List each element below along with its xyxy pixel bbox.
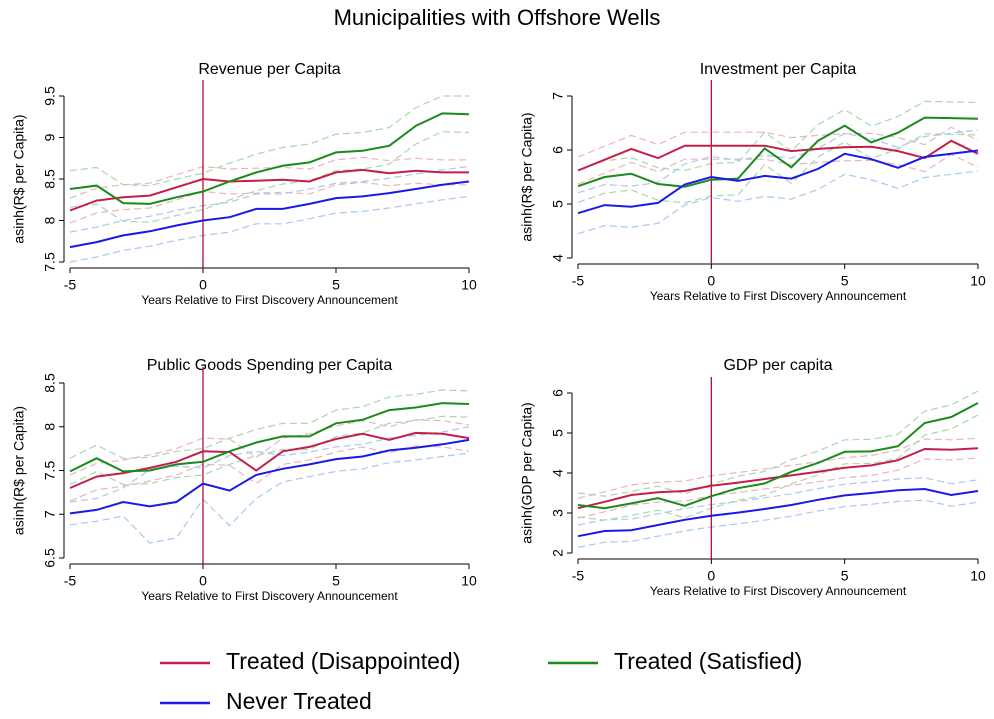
- ci-line: [577, 390, 979, 497]
- y-axis-label: asinh(R$ per Capita): [519, 112, 535, 241]
- ci-line: [69, 389, 470, 459]
- x-axis-label: Years Relative to First Discovery Announ…: [650, 584, 907, 598]
- ci-line: [577, 170, 979, 235]
- y-tick-label: 7: [550, 92, 566, 100]
- ci-line: [577, 153, 979, 185]
- y-tick-label: 7.5: [42, 252, 58, 272]
- ci-line: [577, 437, 979, 499]
- x-tick-label: 5: [332, 573, 340, 589]
- y-tick-label: 6: [550, 146, 566, 154]
- y-tick-label: 8.5: [42, 373, 58, 393]
- ci-line: [577, 126, 979, 158]
- x-tick-label: 10: [461, 277, 477, 293]
- series-line: [69, 112, 470, 205]
- x-tick-label: 10: [461, 573, 477, 589]
- x-tick-label: -5: [64, 573, 77, 589]
- x-tick-label: 0: [707, 273, 715, 289]
- x-tick-label: 5: [332, 277, 340, 293]
- y-tick-label: 7.5: [42, 461, 58, 481]
- series-line: [577, 116, 979, 188]
- ci-line: [577, 414, 979, 521]
- y-tick-label: 5: [550, 200, 566, 208]
- ci-line: [577, 477, 979, 526]
- ci-line: [577, 457, 979, 519]
- ci-line: [69, 419, 470, 476]
- x-tick-label: -5: [572, 568, 585, 584]
- y-tick-label: 9.5: [42, 86, 58, 106]
- y-tick-label: 9: [42, 133, 58, 141]
- figure-title: Municipalities with Offshore Wells: [334, 5, 661, 30]
- ci-line: [69, 415, 470, 486]
- legend-label: Treated (Disappointed): [226, 648, 460, 674]
- panel-title: Investment per Capita: [700, 61, 857, 78]
- series-line: [577, 149, 979, 215]
- ci-line: [69, 95, 469, 187]
- y-tick-label: 4: [550, 254, 566, 262]
- ci-line: [577, 133, 979, 204]
- ci-line: [69, 131, 470, 223]
- ci-line: [69, 445, 470, 502]
- x-tick-label: -5: [64, 277, 77, 293]
- series-line: [69, 402, 470, 473]
- x-tick-label: 0: [199, 277, 207, 293]
- ci-line: [577, 499, 979, 548]
- ci-line: [69, 452, 470, 544]
- series-line: [69, 438, 470, 515]
- series-line: [69, 168, 469, 212]
- x-tick-label: 5: [841, 273, 849, 289]
- series-line: [577, 487, 979, 538]
- x-tick-label: 10: [970, 273, 986, 289]
- legend-label: Never Treated: [226, 688, 372, 714]
- y-tick-label: 5: [550, 429, 566, 437]
- y-axis-label: asinh(R$ per Capita): [11, 406, 27, 535]
- x-tick-label: 5: [841, 568, 849, 584]
- y-axis-label: asinh(R$ per Capita): [11, 114, 27, 243]
- x-tick-label: 0: [707, 568, 715, 584]
- x-tick-label: -5: [572, 273, 585, 289]
- series-line: [577, 402, 979, 510]
- y-axis-label: asinh(GDP per Capita): [519, 402, 535, 543]
- y-tick-label: 7: [42, 510, 58, 518]
- ci-line: [69, 165, 470, 233]
- y-tick-label: 8.5: [42, 169, 58, 189]
- y-tick-label: 2: [550, 549, 566, 557]
- panel-title: Public Goods Spending per Capita: [147, 357, 393, 374]
- series-line: [577, 139, 979, 172]
- x-tick-label: 0: [199, 573, 207, 589]
- panel-title: GDP per capita: [723, 357, 832, 374]
- panel-title: Revenue per Capita: [198, 61, 340, 78]
- x-axis-label: Years Relative to First Discovery Announ…: [650, 289, 907, 303]
- legend-label: Treated (Satisfied): [614, 648, 802, 674]
- x-axis-label: Years Relative to First Discovery Announ…: [141, 589, 398, 603]
- y-tick-label: 8: [42, 216, 58, 224]
- y-tick-label: 3: [550, 509, 566, 517]
- ci-line: [577, 129, 979, 194]
- ci-line: [577, 100, 979, 172]
- series-line: [69, 180, 470, 249]
- ci-line: [69, 195, 470, 263]
- ci-line: [69, 156, 469, 199]
- y-tick-label: 6: [550, 389, 566, 397]
- y-tick-label: 6.5: [42, 548, 58, 568]
- y-tick-label: 4: [550, 469, 566, 477]
- x-tick-label: 10: [970, 568, 986, 584]
- ci-line: [69, 181, 469, 224]
- y-tick-label: 8: [42, 423, 58, 431]
- x-axis-label: Years Relative to First Discovery Announ…: [141, 293, 398, 307]
